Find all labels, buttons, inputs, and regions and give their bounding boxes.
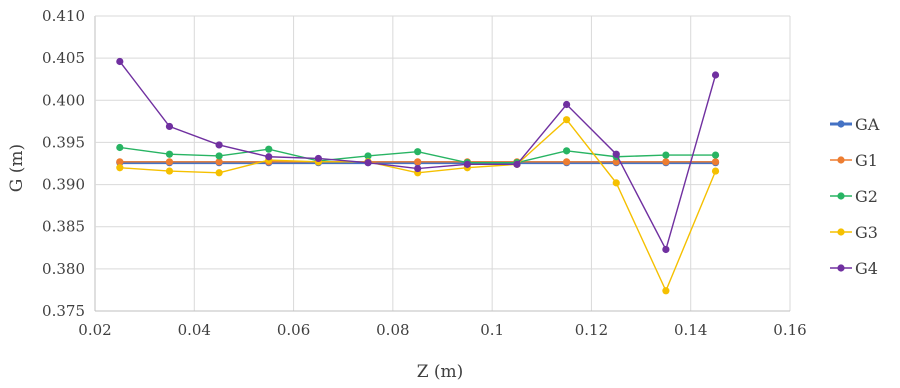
data-point-g3 [116,164,124,172]
data-point-g2 [165,150,174,158]
legend-swatch-marker [837,264,845,272]
y-tick-label: 0.395 [42,133,85,151]
x-tick-label: 0.16 [773,321,806,339]
legend-swatch-marker [837,156,845,164]
x-tick-label: 0.08 [376,321,409,339]
data-point-g2 [364,152,372,160]
data-point-g3 [165,167,174,175]
data-point-g1 [662,158,670,166]
y-tick-label: 0.380 [42,260,85,278]
data-point-g1 [563,158,571,166]
data-point-g3 [711,167,720,175]
legend-item-ga: GA [830,115,880,134]
data-point-g4 [563,100,571,109]
data-point-g4 [165,122,174,131]
series-g1 [116,158,720,166]
legend-swatch-marker [837,228,845,236]
legend-label: G3 [855,223,878,242]
x-tick-label: 0.06 [277,321,310,339]
data-point-g4 [513,160,521,168]
data-point-g4 [662,245,670,254]
data-point-g1 [414,158,422,166]
data-point-g4 [116,57,124,66]
y-tick-label: 0.400 [42,91,85,109]
series-lines [116,57,720,295]
series-g4 [116,57,720,254]
data-point-g2 [711,151,720,159]
x-tick-label: 0.04 [178,321,211,339]
data-point-g3 [563,116,571,124]
data-point-g4 [364,159,372,167]
data-point-g4 [314,154,322,163]
x-axis-title: Z (m) [417,362,464,382]
x-tick-label: 0.14 [674,321,707,339]
data-point-g4 [612,150,620,158]
data-point-g2 [265,145,273,153]
data-point-g4 [463,160,471,168]
x-tick-label: 0.1 [480,321,504,339]
data-point-g4 [711,71,720,79]
series-line-g3 [119,118,717,293]
data-point-g3 [215,169,223,177]
legend-item-g2: G2 [830,187,878,206]
legend-label: G2 [855,187,878,206]
legend-swatch-marker [837,120,845,128]
data-point-g2 [662,151,670,159]
legend-item-g1: G1 [830,151,878,170]
data-point-g2 [215,152,223,160]
data-point-g1 [711,158,720,166]
data-point-g3 [662,287,670,295]
data-point-g4 [215,141,223,149]
y-tick-label: 0.375 [42,302,85,320]
grid [94,15,791,312]
legend: GA G1 G2 G3 G4 [830,115,880,278]
legend-swatch-marker [837,192,845,200]
y-tick-label: 0.410 [42,7,85,25]
legend-item-g3: G3 [830,223,878,242]
data-point-g1 [165,158,174,166]
data-point-g2 [414,148,422,156]
data-point-g4 [414,164,422,173]
data-point-g2 [116,143,124,152]
data-point-g1 [215,158,223,166]
y-tick-label: 0.390 [42,176,85,194]
y-axis-title: G (m) [7,144,27,192]
legend-label: G4 [855,259,878,278]
data-point-g1 [612,158,620,166]
data-point-g2 [563,147,571,155]
data-point-g3 [612,179,620,187]
y-tick-label: 0.405 [42,49,85,67]
x-tick-label: 0.02 [78,321,111,339]
legend-item-g4: G4 [830,259,878,278]
legend-label: G1 [855,151,878,170]
x-tick-label: 0.12 [575,321,608,339]
axes: 0.02 0.04 0.06 0.08 0.1 0.12 0.14 0.16 0.375 0.38… [42,7,807,339]
data-point-g4 [265,153,273,161]
y-tick-label: 0.385 [42,218,85,236]
legend-label: GA [855,115,880,134]
data-point-g1 [116,158,124,166]
